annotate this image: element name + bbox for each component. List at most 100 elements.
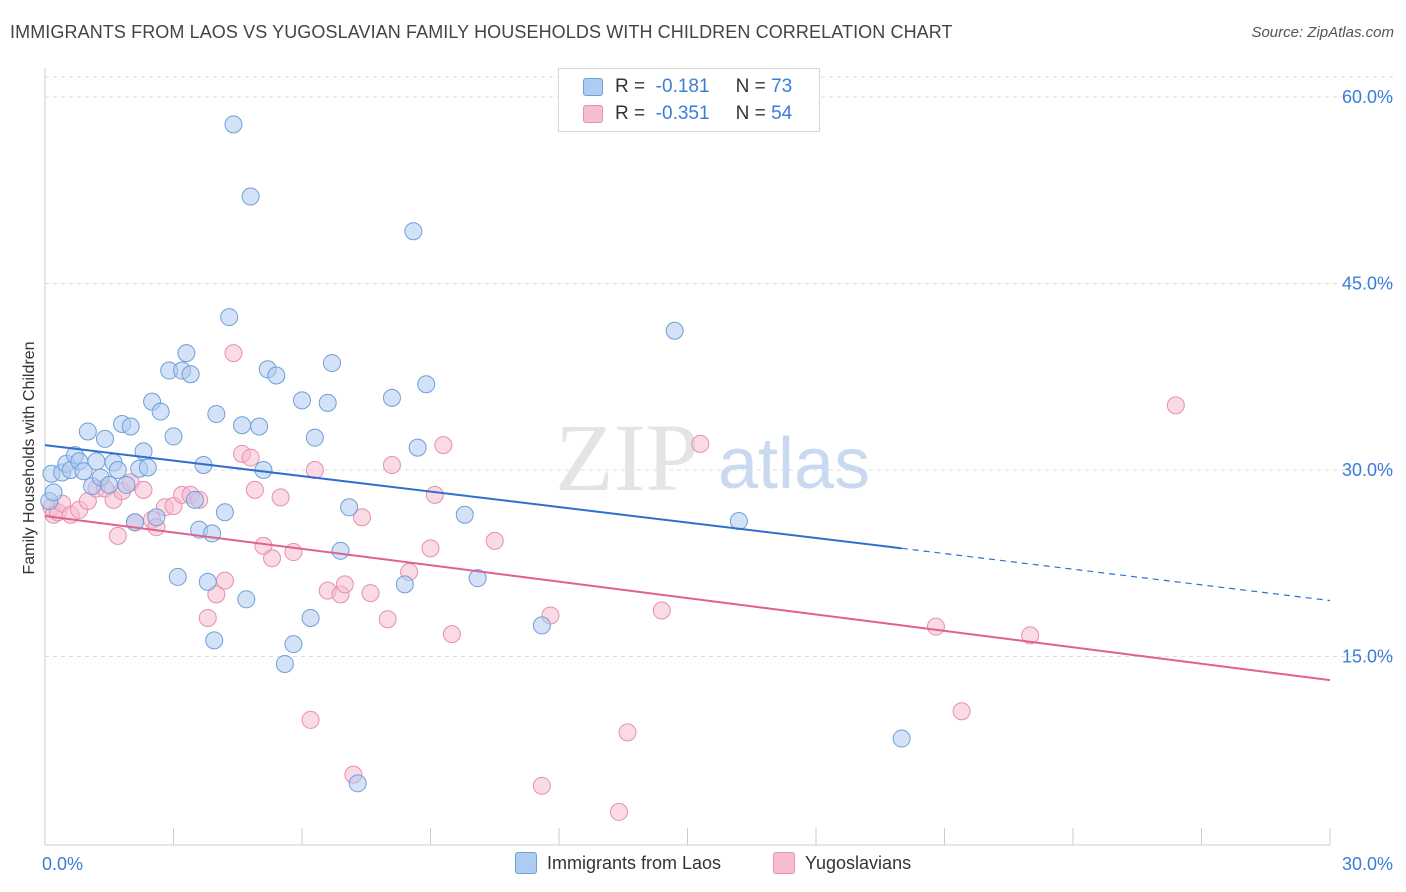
data-point-yugoslavians (271, 488, 290, 507)
data-point-yugoslavians (301, 710, 320, 729)
data-point-yugoslavians (361, 584, 380, 603)
gridlines (45, 76, 1393, 657)
data-point-laos (203, 524, 222, 543)
data-point-laos (395, 575, 414, 594)
watermark-atlas: atlas (718, 424, 870, 504)
data-point-laos (322, 354, 341, 373)
data-point-laos (275, 654, 294, 673)
data-point-laos (74, 462, 93, 481)
stats-row-laos: R = -0.181 N = 73 (583, 75, 792, 99)
trend-line-laos-extension (901, 547, 1331, 602)
data-point-yugoslavians (352, 508, 371, 527)
data-point-yugoslavians (207, 585, 226, 604)
data-point-laos (241, 187, 260, 206)
stats-legend: R = -0.181 N = 73 R = -0.351 N = 54 (558, 68, 820, 132)
y-tick-label: 15.0% (1342, 647, 1393, 667)
data-point-laos (331, 541, 350, 560)
n-value: 54 (771, 103, 793, 124)
n-label: N = (735, 103, 766, 124)
y-tick-label: 30.0% (1342, 460, 1393, 480)
data-point-laos (168, 567, 187, 586)
axes (44, 68, 1331, 846)
data-point-laos (301, 608, 320, 627)
data-point-laos (181, 365, 200, 384)
legend-item-laos[interactable]: Immigrants from Laos (515, 852, 721, 874)
data-point-laos (95, 429, 114, 448)
tick-labels: 15.0% 30.0% 45.0% 60.0% 0.0% 30.0% (42, 87, 1393, 874)
r-label: R = (615, 76, 646, 97)
data-point-yugoslavians (263, 549, 282, 568)
y-tick-label: 60.0% (1342, 87, 1393, 107)
r-label: R = (615, 103, 646, 124)
data-point-laos (382, 388, 401, 407)
data-point-laos (408, 438, 427, 457)
data-point-yugoslavians (618, 723, 637, 742)
data-point-laos (892, 729, 911, 748)
data-point-laos (164, 427, 183, 446)
data-point-laos (340, 498, 359, 517)
data-point-yugoslavians (434, 436, 453, 455)
r-value: -0.181 (655, 76, 710, 97)
series-yugoslavians-points (42, 344, 1185, 821)
data-point-laos (224, 115, 243, 134)
data-point-yugoslavians (245, 480, 264, 499)
x-tick-label: 0.0% (42, 854, 83, 874)
data-point-yugoslavians (382, 456, 401, 475)
data-point-laos (284, 635, 303, 654)
trend-lines (44, 444, 1331, 682)
data-point-laos (417, 375, 436, 394)
yugoslavians-swatch (583, 105, 603, 123)
y-tick-label: 45.0% (1342, 274, 1393, 294)
data-point-yugoslavians (926, 617, 945, 636)
data-point-laos (138, 458, 157, 477)
r-value: -0.351 (655, 103, 710, 124)
data-point-laos (468, 569, 487, 588)
data-point-yugoslavians (421, 539, 440, 558)
data-point-laos (455, 505, 474, 524)
data-point-laos (665, 321, 684, 340)
data-point-laos (250, 417, 269, 436)
data-point-yugoslavians (335, 575, 354, 594)
data-point-yugoslavians (691, 434, 710, 453)
data-point-laos (233, 416, 252, 435)
data-point-laos (220, 308, 239, 327)
chart-title: IMMIGRANTS FROM LAOS VS YUGOSLAVIAN FAMI… (10, 22, 953, 42)
data-point-laos (147, 508, 166, 527)
data-point-laos (305, 428, 324, 447)
data-point-laos (205, 631, 224, 650)
data-point-laos (78, 422, 97, 441)
data-point-laos (151, 402, 170, 421)
n-label: N = (735, 76, 766, 97)
series-legend: Immigrants from Laos Yugoslavians (0, 852, 1406, 878)
data-point-yugoslavians (108, 526, 127, 545)
laos-legend-swatch (515, 852, 537, 874)
data-point-laos (207, 405, 226, 424)
n-value: 73 (771, 76, 793, 97)
data-point-laos (532, 616, 551, 635)
laos-swatch (583, 78, 603, 96)
data-point-laos (198, 572, 217, 591)
data-point-yugoslavians (442, 625, 461, 644)
data-point-yugoslavians (134, 480, 153, 499)
data-point-yugoslavians (609, 802, 628, 821)
data-point-laos (117, 475, 136, 494)
data-point-yugoslavians (532, 776, 551, 795)
data-point-yugoslavians (485, 531, 504, 550)
data-point-laos (100, 475, 119, 494)
data-point-yugoslavians (215, 571, 234, 590)
data-point-yugoslavians (652, 601, 671, 620)
data-point-yugoslavians (952, 702, 971, 721)
source-label: Source: ZipAtlas.com (1251, 24, 1394, 41)
data-point-laos (108, 461, 127, 479)
legend-label-laos: Immigrants from Laos (547, 852, 722, 873)
data-point-yugoslavians (1021, 626, 1040, 645)
data-point-laos (318, 393, 337, 412)
data-point-laos (177, 344, 196, 363)
data-point-laos (215, 503, 234, 522)
data-point-laos (729, 511, 748, 530)
trend-line-yugoslavians (44, 515, 1331, 682)
legend-item-yugoslavians[interactable]: Yugoslavians (773, 852, 911, 874)
data-point-yugoslavians (1166, 396, 1185, 415)
data-point-laos (293, 391, 311, 410)
